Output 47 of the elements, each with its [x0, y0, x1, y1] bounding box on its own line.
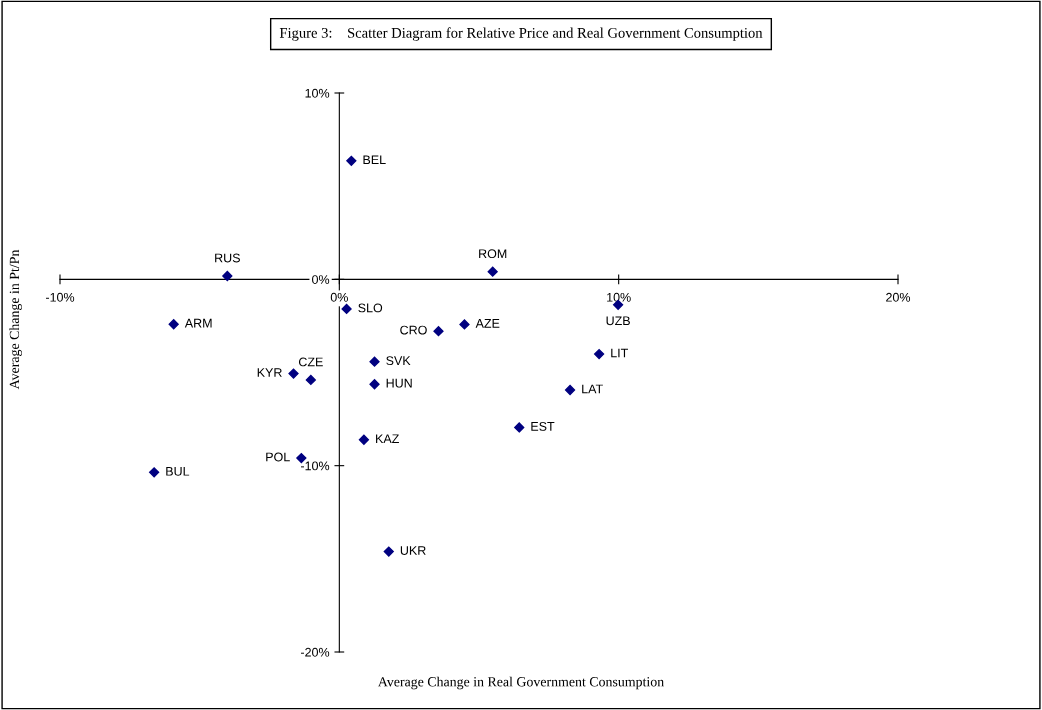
point: [346, 155, 357, 166]
x-tick-label: -10%: [45, 292, 75, 302]
x-tick-label: 20%: [886, 292, 911, 302]
point: [358, 434, 370, 445]
annotation: CZE: [298, 357, 323, 367]
y-tick-label: 10%: [305, 88, 330, 98]
point: [459, 319, 470, 330]
y-axis-title: Average Change in Pt/Pn: [9, 249, 22, 390]
y-tick-label: 0%: [312, 275, 330, 284]
annotation: CRO: [400, 325, 427, 335]
annotation: SLO: [358, 303, 383, 313]
annotation: LIT: [611, 348, 628, 358]
chart-title: Figure 3: Scatter Diagram for Relative Price and Real Government Consumption: [279, 27, 763, 41]
y-tick-label: -20%: [300, 647, 330, 657]
point: [341, 303, 352, 315]
annotation: AZE: [475, 319, 500, 328]
point: [487, 266, 498, 277]
point: [288, 368, 299, 379]
annotation: KYR: [257, 368, 282, 377]
point: [168, 319, 179, 330]
annotation: EST: [531, 421, 555, 431]
annotation: POL: [266, 452, 290, 462]
point: [305, 374, 316, 386]
annotation: ROM: [479, 249, 507, 259]
annotation: HUN: [386, 378, 412, 388]
point: [369, 379, 380, 390]
point: [222, 270, 233, 282]
annotation: RUS: [215, 253, 240, 263]
y-tick-label: -10%: [300, 461, 330, 471]
annotation: BEL: [363, 155, 386, 165]
annotation: UKR: [400, 546, 426, 555]
x-tick-label: 0%: [330, 292, 348, 302]
point: [593, 348, 605, 360]
annotation: LAT: [582, 384, 603, 394]
annotation: SVK: [386, 356, 411, 366]
point: [149, 467, 160, 478]
point: [433, 326, 444, 337]
annotation: UZB: [606, 316, 630, 326]
point: [369, 356, 380, 367]
x-tick-label: 10%: [607, 292, 631, 302]
annotation: KAZ: [376, 434, 399, 443]
point: [564, 384, 576, 396]
x-axis-title: Average Change in Real Government Consumption: [377, 676, 664, 690]
annotation: BUL: [166, 467, 190, 476]
point: [383, 546, 394, 557]
annotation: ARM: [184, 318, 212, 328]
point: [514, 422, 525, 433]
